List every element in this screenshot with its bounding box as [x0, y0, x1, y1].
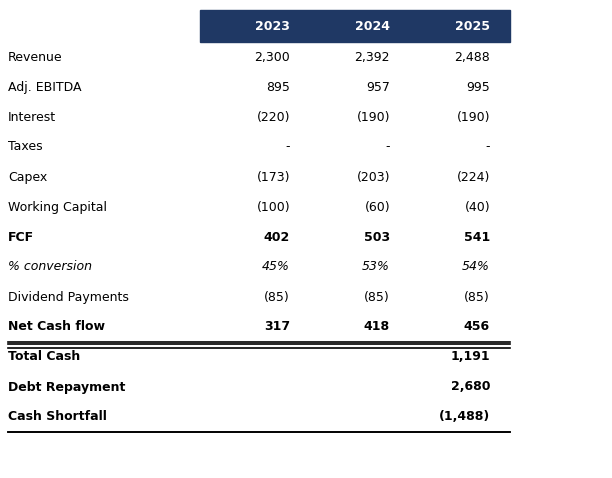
Text: 2,392: 2,392 — [354, 51, 390, 64]
Text: Cash Shortfall: Cash Shortfall — [8, 411, 107, 424]
Text: 2,680: 2,680 — [450, 380, 490, 393]
Text: (203): (203) — [357, 171, 390, 184]
Text: 54%: 54% — [462, 261, 490, 273]
Text: Dividend Payments: Dividend Payments — [8, 291, 129, 304]
Text: (60): (60) — [364, 200, 390, 214]
Text: 402: 402 — [264, 230, 290, 243]
Text: Debt Repayment: Debt Repayment — [8, 380, 125, 393]
Text: 2,300: 2,300 — [254, 51, 290, 64]
Text: 456: 456 — [464, 321, 490, 334]
Text: 895: 895 — [266, 80, 290, 94]
Text: Interest: Interest — [8, 110, 56, 123]
Text: 957: 957 — [366, 80, 390, 94]
Text: 45%: 45% — [262, 261, 290, 273]
Text: Revenue: Revenue — [8, 51, 62, 64]
Text: Total Cash: Total Cash — [8, 350, 80, 363]
Text: 2023: 2023 — [255, 20, 290, 33]
Text: Capex: Capex — [8, 171, 47, 184]
Text: (100): (100) — [256, 200, 290, 214]
Text: (85): (85) — [264, 291, 290, 304]
Text: (224): (224) — [457, 171, 490, 184]
Text: 418: 418 — [364, 321, 390, 334]
Text: (85): (85) — [364, 291, 390, 304]
Text: Net Cash flow: Net Cash flow — [8, 321, 105, 334]
Text: -: - — [485, 141, 490, 153]
Text: Taxes: Taxes — [8, 141, 43, 153]
Text: 503: 503 — [364, 230, 390, 243]
Text: % conversion: % conversion — [8, 261, 92, 273]
Text: (40): (40) — [465, 200, 490, 214]
Text: Adj. EBITDA: Adj. EBITDA — [8, 80, 81, 94]
Text: 2,488: 2,488 — [454, 51, 490, 64]
Text: 2025: 2025 — [455, 20, 490, 33]
Text: Working Capital: Working Capital — [8, 200, 107, 214]
Text: FCF: FCF — [8, 230, 34, 243]
Text: 317: 317 — [264, 321, 290, 334]
Text: (1,488): (1,488) — [439, 411, 490, 424]
Text: 2024: 2024 — [355, 20, 390, 33]
Text: 1,191: 1,191 — [450, 350, 490, 363]
Text: (220): (220) — [256, 110, 290, 123]
Bar — [200, 10, 510, 42]
Text: 541: 541 — [464, 230, 490, 243]
Text: (190): (190) — [357, 110, 390, 123]
Text: -: - — [286, 141, 290, 153]
Text: 995: 995 — [466, 80, 490, 94]
Text: 53%: 53% — [362, 261, 390, 273]
Text: (173): (173) — [256, 171, 290, 184]
Text: -: - — [386, 141, 390, 153]
Text: (85): (85) — [465, 291, 490, 304]
Text: (190): (190) — [457, 110, 490, 123]
